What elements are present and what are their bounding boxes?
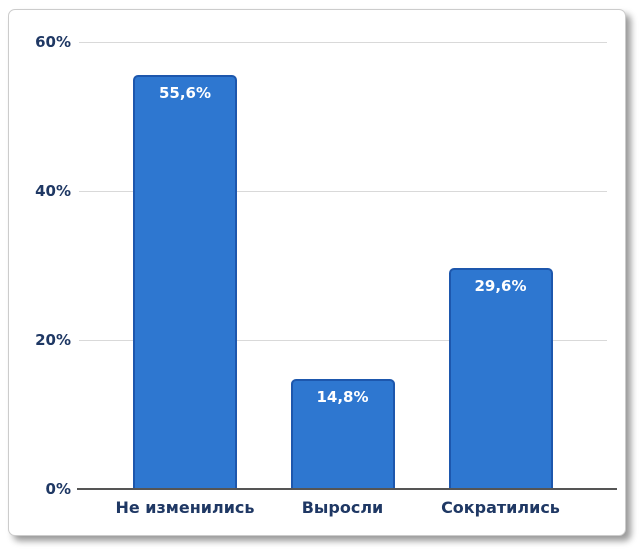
x-axis-category-label: Не изменились: [115, 498, 255, 517]
gridline-20%: [79, 340, 607, 341]
bar-data-label: 55,6%: [158, 84, 212, 102]
bar-2: 29,6%: [448, 268, 553, 489]
x-axis-category-label: Сократились: [441, 498, 560, 517]
y-axis-tick-label: 60%: [35, 33, 71, 51]
bar-data-label: 29,6%: [474, 277, 527, 295]
bar-1: 14,8%: [290, 379, 395, 489]
y-axis-tick-label: 0%: [45, 480, 71, 498]
y-axis-tick-label: 40%: [35, 182, 71, 200]
bar-0: 55,6%: [133, 75, 237, 489]
gridline-60%: [79, 42, 607, 43]
x-axis-category-label: Выросли: [301, 498, 384, 517]
gridline-40%: [79, 191, 607, 192]
bar-data-label: 14,8%: [316, 388, 369, 406]
x-axis-line: [77, 488, 617, 490]
y-axis-tick-label: 20%: [35, 331, 71, 349]
plot-area: 0% 20% 40% 60% 55,6% Не изменились 14,8% Выросл…: [9, 10, 625, 535]
chart-card: 0% 20% 40% 60% 55,6% Не изменились 14,8% Выросл…: [8, 9, 626, 536]
